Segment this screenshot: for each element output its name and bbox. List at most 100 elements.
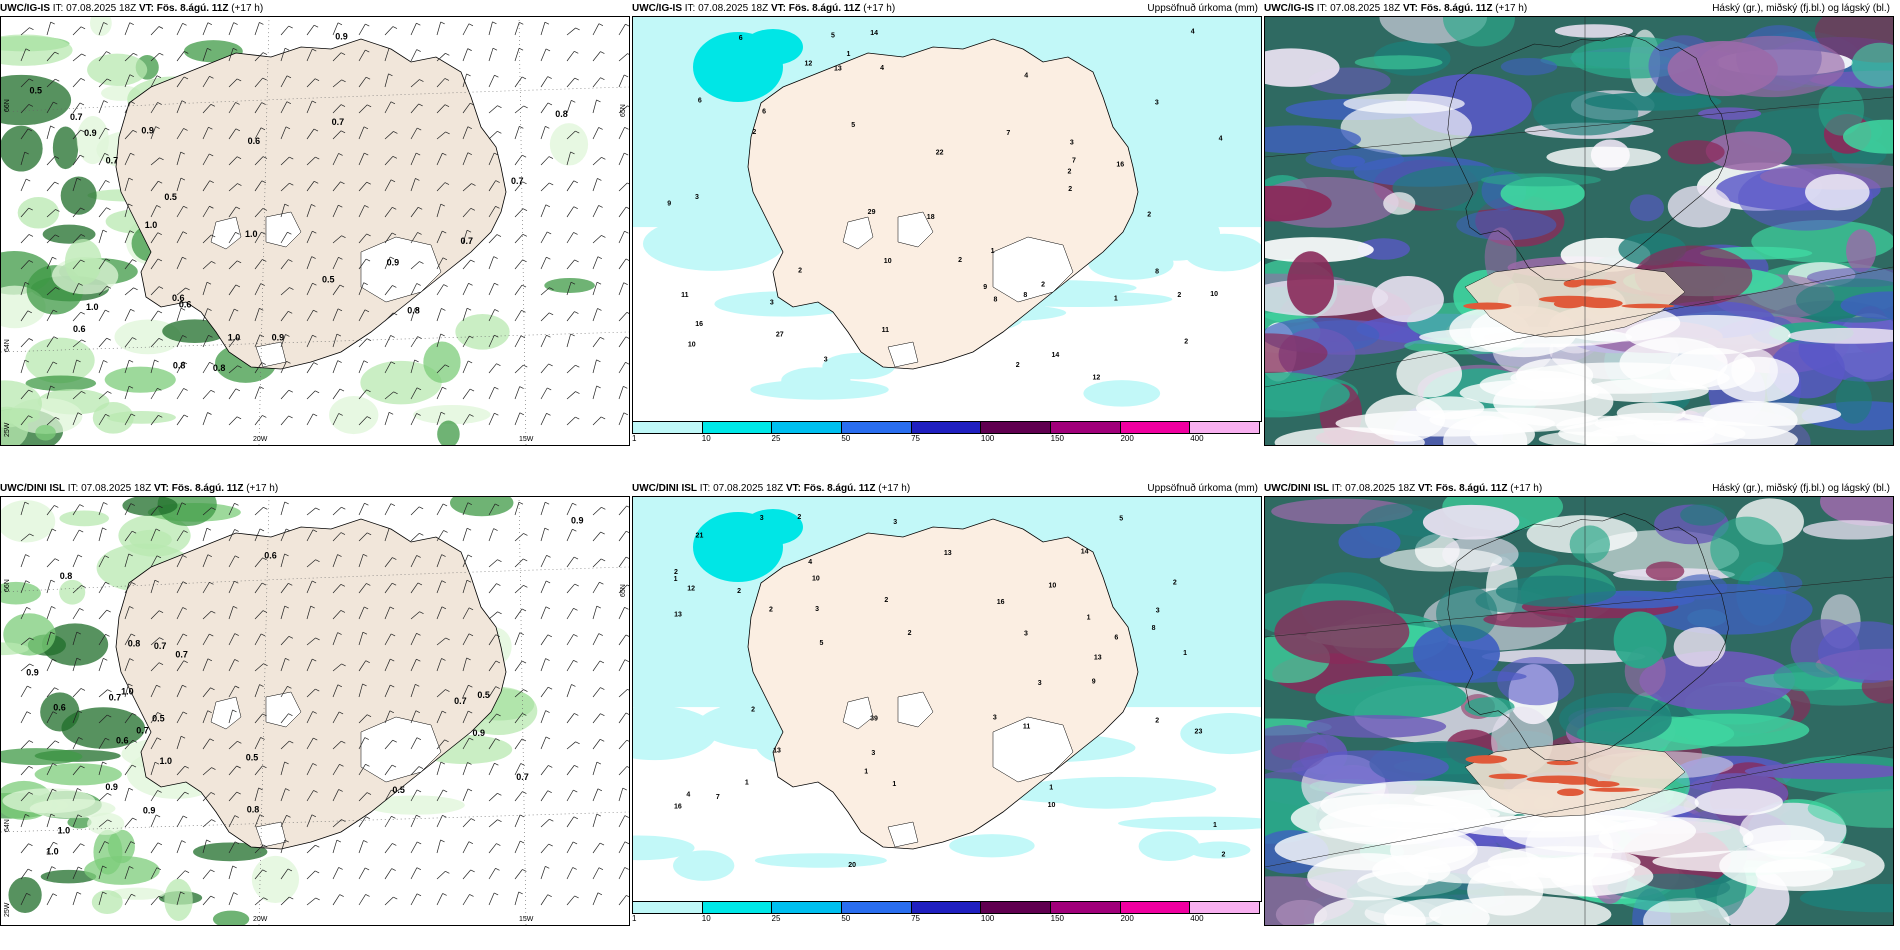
wind-barb-flag [158,286,164,289]
wind-barb [358,683,363,698]
precip-value-label: 1 [745,779,749,786]
precip-value-label: 1 [991,248,995,255]
wind-barb [540,606,547,620]
wind-barb-flag [392,207,397,210]
wind-barb [618,362,626,374]
wind-barb [410,532,420,542]
wind-barb [410,611,420,620]
glacier [842,696,874,730]
wind-barb-flag [311,256,316,259]
wind-barb [488,503,496,516]
wind-barb-flag [107,391,112,394]
wind-barb-flag [445,689,450,692]
wind-barb [98,891,103,906]
wind-barb [566,841,574,854]
map-frame[interactable]: 0.6 0.8 0.5 0.5 0.7 1.0 0.9 0.6 0.7 1.0 0.6 0.9 1.0 0… [0,16,630,446]
wind-barb-flag [182,607,187,610]
wind-barb [228,308,235,322]
wind-barb-flag [468,710,473,714]
wind-barb-flag [575,130,580,134]
precip-value-label: 6 [698,97,702,104]
wind-barb-flag [129,22,134,25]
cloud-cover-area [329,396,379,435]
wind-barb [280,156,290,166]
wind-barb-flag [365,258,371,262]
wind-barb [20,740,30,750]
wind-barb-flag [599,842,605,846]
wind-barb-flag [627,53,629,55]
map-frame[interactable]: 12 3 2 5 6 10 9 16 4 29 10 22 11 14 14 10 5 13 11 8 3 7 8 27 2 2 6… [632,16,1262,422]
wind-barb [618,105,628,114]
wind-barb [98,609,107,620]
wind-barb [20,637,30,646]
wind-barb [436,308,442,322]
precip-value-label: 4 [808,559,812,566]
wind-barb-flag [132,130,138,133]
wind-barb [488,611,498,620]
precip-value-label: 10 [884,258,892,265]
cloud-layer-area [1817,621,1893,683]
wind-barb-flag [494,503,500,507]
colorbar-tick-label: 100 [980,434,995,443]
wind-barb-flag [573,206,578,210]
axis-label: 15W [519,916,534,923]
wind-barb-flag [312,230,317,234]
wind-barb [72,311,82,322]
wind-barb-flag [441,658,446,661]
wind-barb-flag [337,632,342,635]
wind-barb-flag [466,527,472,531]
map-frame[interactable]: 3 11 3 8 10 20 23 39 16 13 12 10 16 21 14 13 9 5 1 1 3 2 2 2 13 1… [632,496,1262,902]
cloud-value-label: 0.9 [84,128,97,138]
wind-barb-flag [79,102,85,106]
wind-barb [98,153,105,166]
wind-barb-flag [128,787,134,791]
wind-barb-flag [262,156,268,159]
wind-barb-flag [495,738,500,741]
wind-barb-flag [236,260,242,264]
wind-barb [566,391,576,400]
map-frame[interactable] [1264,16,1894,446]
wind-barb-flag [55,287,60,290]
wind-barb-flag [365,23,370,27]
wind-barb [384,312,394,322]
wind-barb-flag [522,234,528,237]
wind-barb-flag [26,711,32,714]
wind-barb-flag [182,335,187,338]
cloud-layer-area [1265,125,1362,154]
cloud-cover-area [25,337,95,384]
wind-barb-flag [312,763,317,766]
wind-barb [20,104,30,114]
precip-area [1083,380,1161,407]
wind-barb-flag [235,232,240,235]
wind-barb [384,156,394,166]
wind-barb-flag [548,765,553,768]
wind-barb-flag [285,126,291,130]
precip-value-label: 2 [798,268,802,275]
wind-barb [124,230,131,244]
precip-area [1118,816,1261,831]
map-frame[interactable]: 1.0 0.9 1.0 0.7 0.8 0.9 0.7 1.0 0.6 0.5 0.8 0.9 0.6 0… [0,496,630,926]
wind-barb-flag [521,608,527,612]
wind-barb-flag [156,737,162,741]
wind-barb-flag [129,230,134,234]
wind-barb [98,634,106,646]
wind-barb-flag [571,684,576,687]
wind-barb-flag [573,180,578,184]
cloud-value-label: 0.8 [173,361,186,371]
wind-barb-flag [211,234,216,238]
wind-barb-flag [29,663,34,667]
wind-barb [46,711,54,724]
precip-value-label: 11 [681,292,689,299]
wind-barb-flag [80,688,86,691]
wind-barb [20,415,29,426]
precip-area [1088,247,1174,280]
wind-barb-flag [339,388,345,392]
map-frame[interactable] [1264,496,1894,926]
cloud-cover-area [1,581,41,605]
wind-barb-flag [626,895,629,898]
wind-barb [98,207,107,218]
wind-barb-flag [311,580,317,584]
colorbar-tick-label: 400 [1190,434,1204,443]
wind-barb-flag [522,713,527,716]
wind-barb [410,283,417,296]
